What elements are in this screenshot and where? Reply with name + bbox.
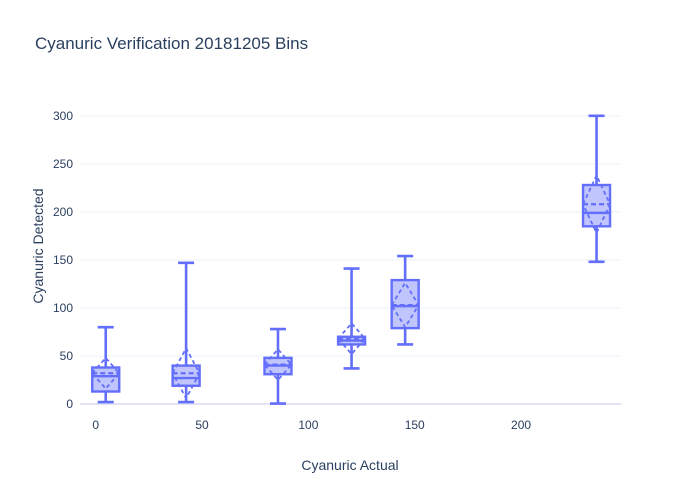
y-tick-label: 150	[53, 253, 73, 267]
x-tick-label: 200	[511, 418, 531, 432]
box-rect	[581, 183, 612, 228]
box-rect	[171, 364, 201, 387]
x-axis-title: Cyanuric Actual	[301, 457, 399, 473]
y-tick-label: 0	[66, 397, 73, 411]
x-tick-label: 50	[195, 418, 209, 432]
y-tick-label: 100	[53, 301, 73, 315]
y-tick-label: 250	[53, 157, 73, 171]
y-tick-label: 50	[60, 349, 74, 363]
y-axis-title: Cyanuric Detected	[30, 188, 46, 304]
y-tick-label: 200	[53, 205, 73, 219]
x-tick-label: 100	[298, 418, 318, 432]
sd-diamond	[390, 281, 420, 329]
x-tick-label: 150	[405, 418, 425, 432]
chart-title: Cyanuric Verification 20181205 Bins	[35, 34, 309, 53]
y-tick-label: 300	[53, 109, 73, 123]
box-rect	[91, 366, 121, 393]
x-tick-label: 0	[92, 418, 99, 432]
sd-diamond	[171, 346, 201, 401]
